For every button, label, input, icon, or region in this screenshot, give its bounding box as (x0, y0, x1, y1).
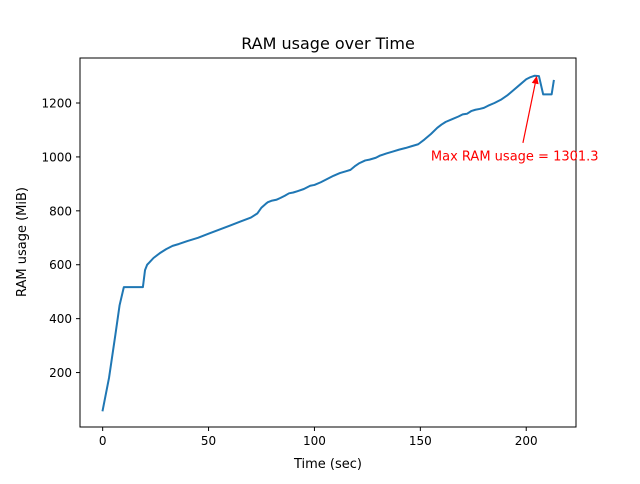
y-tick-label: 1000 (41, 150, 72, 164)
annotation-label: Max RAM usage = 1301.3 (431, 149, 599, 164)
x-tick-label: 150 (409, 434, 432, 448)
x-tick-label: 0 (99, 434, 107, 448)
axes-frame (79, 57, 577, 428)
annotation: Max RAM usage = 1301.3 (431, 75, 599, 164)
y-tick-label: 1200 (41, 97, 72, 111)
series-line-0 (101, 74, 555, 412)
plot-area (101, 74, 555, 412)
annotation-arrow-line (522, 83, 536, 144)
x-axis: 0 50 100 150 200 (99, 427, 538, 448)
x-axis-label: Time (sec) (293, 457, 362, 472)
y-tick-label: 800 (49, 204, 72, 218)
y-tick-label: 600 (49, 258, 72, 272)
y-axis-label: RAM usage (MiB) (15, 187, 30, 297)
annotation-arrow-head (531, 75, 539, 85)
y-axis: 200 400 600 800 1000 1200 (41, 97, 80, 380)
y-tick-label: 200 (49, 366, 72, 380)
x-tick-label: 50 (201, 434, 216, 448)
chart-title: RAM usage over Time (241, 34, 415, 53)
y-tick-label: 400 (49, 312, 72, 326)
x-tick-label: 100 (303, 434, 326, 448)
x-tick-label: 200 (515, 434, 538, 448)
